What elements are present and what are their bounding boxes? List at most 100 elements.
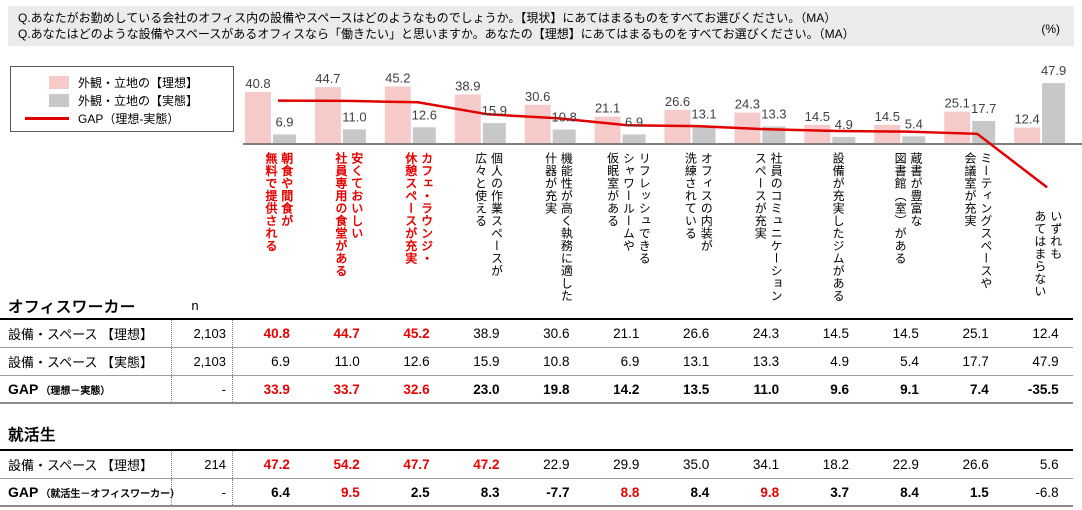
ideal-bar	[594, 116, 621, 143]
value-cell: 47.2	[263, 457, 290, 472]
category-cell: 社員のコミュニケーション スペースが充実	[732, 152, 802, 324]
value-cell: 33.9	[263, 381, 290, 397]
category-cell: オフィスの内装が 洗練されている	[662, 152, 732, 324]
legend-ideal-label: 外観・立地の【理想】	[78, 76, 199, 90]
value-cell: 33.7	[333, 381, 360, 397]
value-cell: 30.6	[543, 326, 570, 341]
ideal-bar	[944, 111, 971, 143]
ideal-value-label: 25.1	[945, 96, 970, 111]
table-row: GAP （理想－実態） -33.9 33.7 32.6 23.0 19.8 14.2 13.5 1…	[0, 376, 1073, 404]
value-cell: 35.0	[682, 457, 710, 472]
value-cell: 22.9	[543, 457, 570, 472]
ideal-value-label: 14.5	[805, 109, 830, 124]
ideal-value-label: 26.6	[665, 94, 690, 109]
value-cell: 26.6	[962, 457, 989, 472]
ideal-value-label: 45.2	[385, 71, 410, 86]
value-cell: 12.6	[403, 354, 430, 369]
question-line-1: Q.あなたがお勤めしている会社のオフィス内の設備やスペースはどのようなものでしょ…	[18, 11, 837, 25]
value-cell: 47.9	[1032, 354, 1059, 369]
actual-value-label: 6.9	[275, 114, 293, 129]
actual-bar	[342, 129, 366, 144]
category-cell: 蔵書が豊富な 図書館（室）がある	[872, 152, 942, 324]
n-value-cell: 2,103	[171, 320, 233, 347]
actual-value-label: 5.4	[905, 116, 923, 131]
value-cell: 9.5	[341, 484, 360, 500]
value-cell: 6.9	[620, 354, 640, 369]
value-cell: 10.8	[543, 354, 570, 369]
value-cell: 6.4	[271, 484, 290, 500]
category-label: 蔵書が豊富な 図書館（室）がある	[893, 152, 923, 265]
ideal-value-label: 44.7	[315, 71, 340, 86]
category-label: ミーティングスペースや 会議室が充実	[963, 152, 993, 290]
value-cell: 5.6	[1039, 457, 1059, 472]
actual-bar	[273, 134, 296, 143]
value-cell: 47.2	[473, 457, 500, 472]
actual-bar	[1042, 83, 1066, 143]
percent-unit-label: (%)	[1041, 22, 1060, 36]
legend-item-actual: 外観・立地の【実態】	[25, 92, 227, 109]
category-cell: 機能性が高く執務に適した 什器が充実	[523, 152, 593, 324]
category-label: 機能性が高く執務に適した 什器が充実	[543, 152, 574, 302]
students-table: 就活生 設備・スペース 【理想】 214 47.2 54.2 47.7 47.2 22.9 29…	[0, 420, 1073, 507]
category-label: いずれも あてはまらない	[1032, 210, 1063, 298]
row-label-text: 設備・スペース 【理想】	[8, 327, 154, 342]
value-cell: 8.3	[480, 484, 500, 500]
actual-value-label: 47.9	[1041, 63, 1066, 78]
ideal-color-swatch	[49, 76, 69, 89]
category-label: 設備が充実したジムがある	[831, 152, 846, 302]
value-cell: 17.7	[962, 354, 989, 369]
row-label: 設備・スペース 【理想】	[0, 455, 171, 474]
category-cell: 朝食や間食が 無料で提供される	[243, 152, 313, 324]
category-labels: 朝食や間食が 無料で提供される 安くておいしい 社員専用の食堂がある カフェ・ラウン…	[243, 152, 1082, 324]
row-label-text: 設備・スペース 【理想】	[8, 458, 154, 473]
n-column-header: n	[191, 298, 199, 313]
value-cell: 18.2	[822, 457, 850, 472]
legend-actual-label: 外観・立地の【実態】	[78, 94, 199, 108]
actual-value-label: 10.8	[552, 110, 577, 125]
ideal-bar	[524, 104, 551, 144]
value-cell: 5.4	[900, 354, 919, 369]
value-cell: 8.4	[900, 484, 919, 500]
legend-gap-label: GAP（理想-実態）	[78, 112, 180, 126]
category-cell: いずれも あてはまらない	[1012, 152, 1082, 324]
table-header-row: オフィスワーカー n	[0, 293, 1073, 320]
value-cell: 32.6	[403, 381, 430, 397]
category-label: 朝食や間食が 無料で提供される	[263, 152, 294, 252]
gap-line-swatch	[25, 117, 69, 120]
value-cell: 11.0	[753, 381, 780, 397]
category-label: 安くておいしい 社員専用の食堂がある	[333, 152, 364, 277]
ideal-bar	[1014, 127, 1041, 143]
ideal-bar	[734, 112, 761, 143]
actual-value-label: 6.9	[625, 114, 643, 129]
n-value-cell: -	[171, 376, 233, 402]
row-label: GAP （理想－実態）	[0, 381, 171, 397]
legend-item-gap: GAP（理想-実態）	[25, 110, 227, 127]
value-cell: -6.8	[1035, 484, 1059, 500]
n-value-cell: 214	[171, 451, 233, 478]
actual-bar	[762, 126, 786, 143]
ideal-value-label: 12.4	[1014, 112, 1039, 127]
value-cell: 21.1	[613, 326, 640, 341]
category-label: 社員のコミュニケーション スペースが充実	[753, 152, 784, 302]
value-cell: 9.1	[900, 381, 919, 397]
actual-bar	[692, 126, 716, 143]
table-title: オフィスワーカー	[8, 298, 136, 316]
value-cell: 40.8	[263, 326, 290, 341]
actual-value-label: 4.9	[835, 117, 853, 132]
actual-bar	[482, 123, 506, 143]
table-row: GAP （就活生－オフィスワーカー） - 6.4 9.5 2.5 8.3 -7.7 8.8 8.4…	[0, 479, 1073, 507]
table-header-row: 就活生	[0, 420, 1073, 451]
value-cell: 44.7	[333, 326, 360, 341]
ideal-bar	[874, 124, 901, 143]
n-value-cell: -	[171, 479, 233, 505]
value-cell: 7.4	[970, 381, 989, 397]
ideal-value-label: 40.8	[245, 76, 270, 91]
value-cell: 8.8	[620, 484, 640, 500]
value-cell: 9.6	[830, 381, 850, 397]
ideal-value-label: 24.3	[735, 97, 760, 112]
actual-value-label: 13.1	[691, 107, 716, 122]
value-cell: 54.2	[333, 457, 360, 472]
actual-color-swatch	[49, 94, 69, 107]
value-cell: 9.8	[760, 484, 780, 500]
